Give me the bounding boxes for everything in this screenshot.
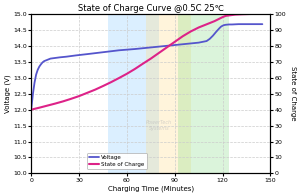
- Legend: Voltage, State of Charge: Voltage, State of Charge: [87, 153, 147, 169]
- X-axis label: Charging Time (Minutes): Charging Time (Minutes): [108, 185, 194, 192]
- Bar: [178, 14, 229, 173]
- Y-axis label: State of Charge: State of Charge: [290, 66, 296, 121]
- Title: State of Charge Curve @0.5C 25℃: State of Charge Curve @0.5C 25℃: [78, 4, 224, 13]
- Bar: [146, 14, 191, 173]
- Y-axis label: Voltage (V): Voltage (V): [4, 74, 11, 113]
- Text: PowerTech
Systems: PowerTech Systems: [146, 120, 172, 131]
- Bar: [108, 14, 159, 173]
